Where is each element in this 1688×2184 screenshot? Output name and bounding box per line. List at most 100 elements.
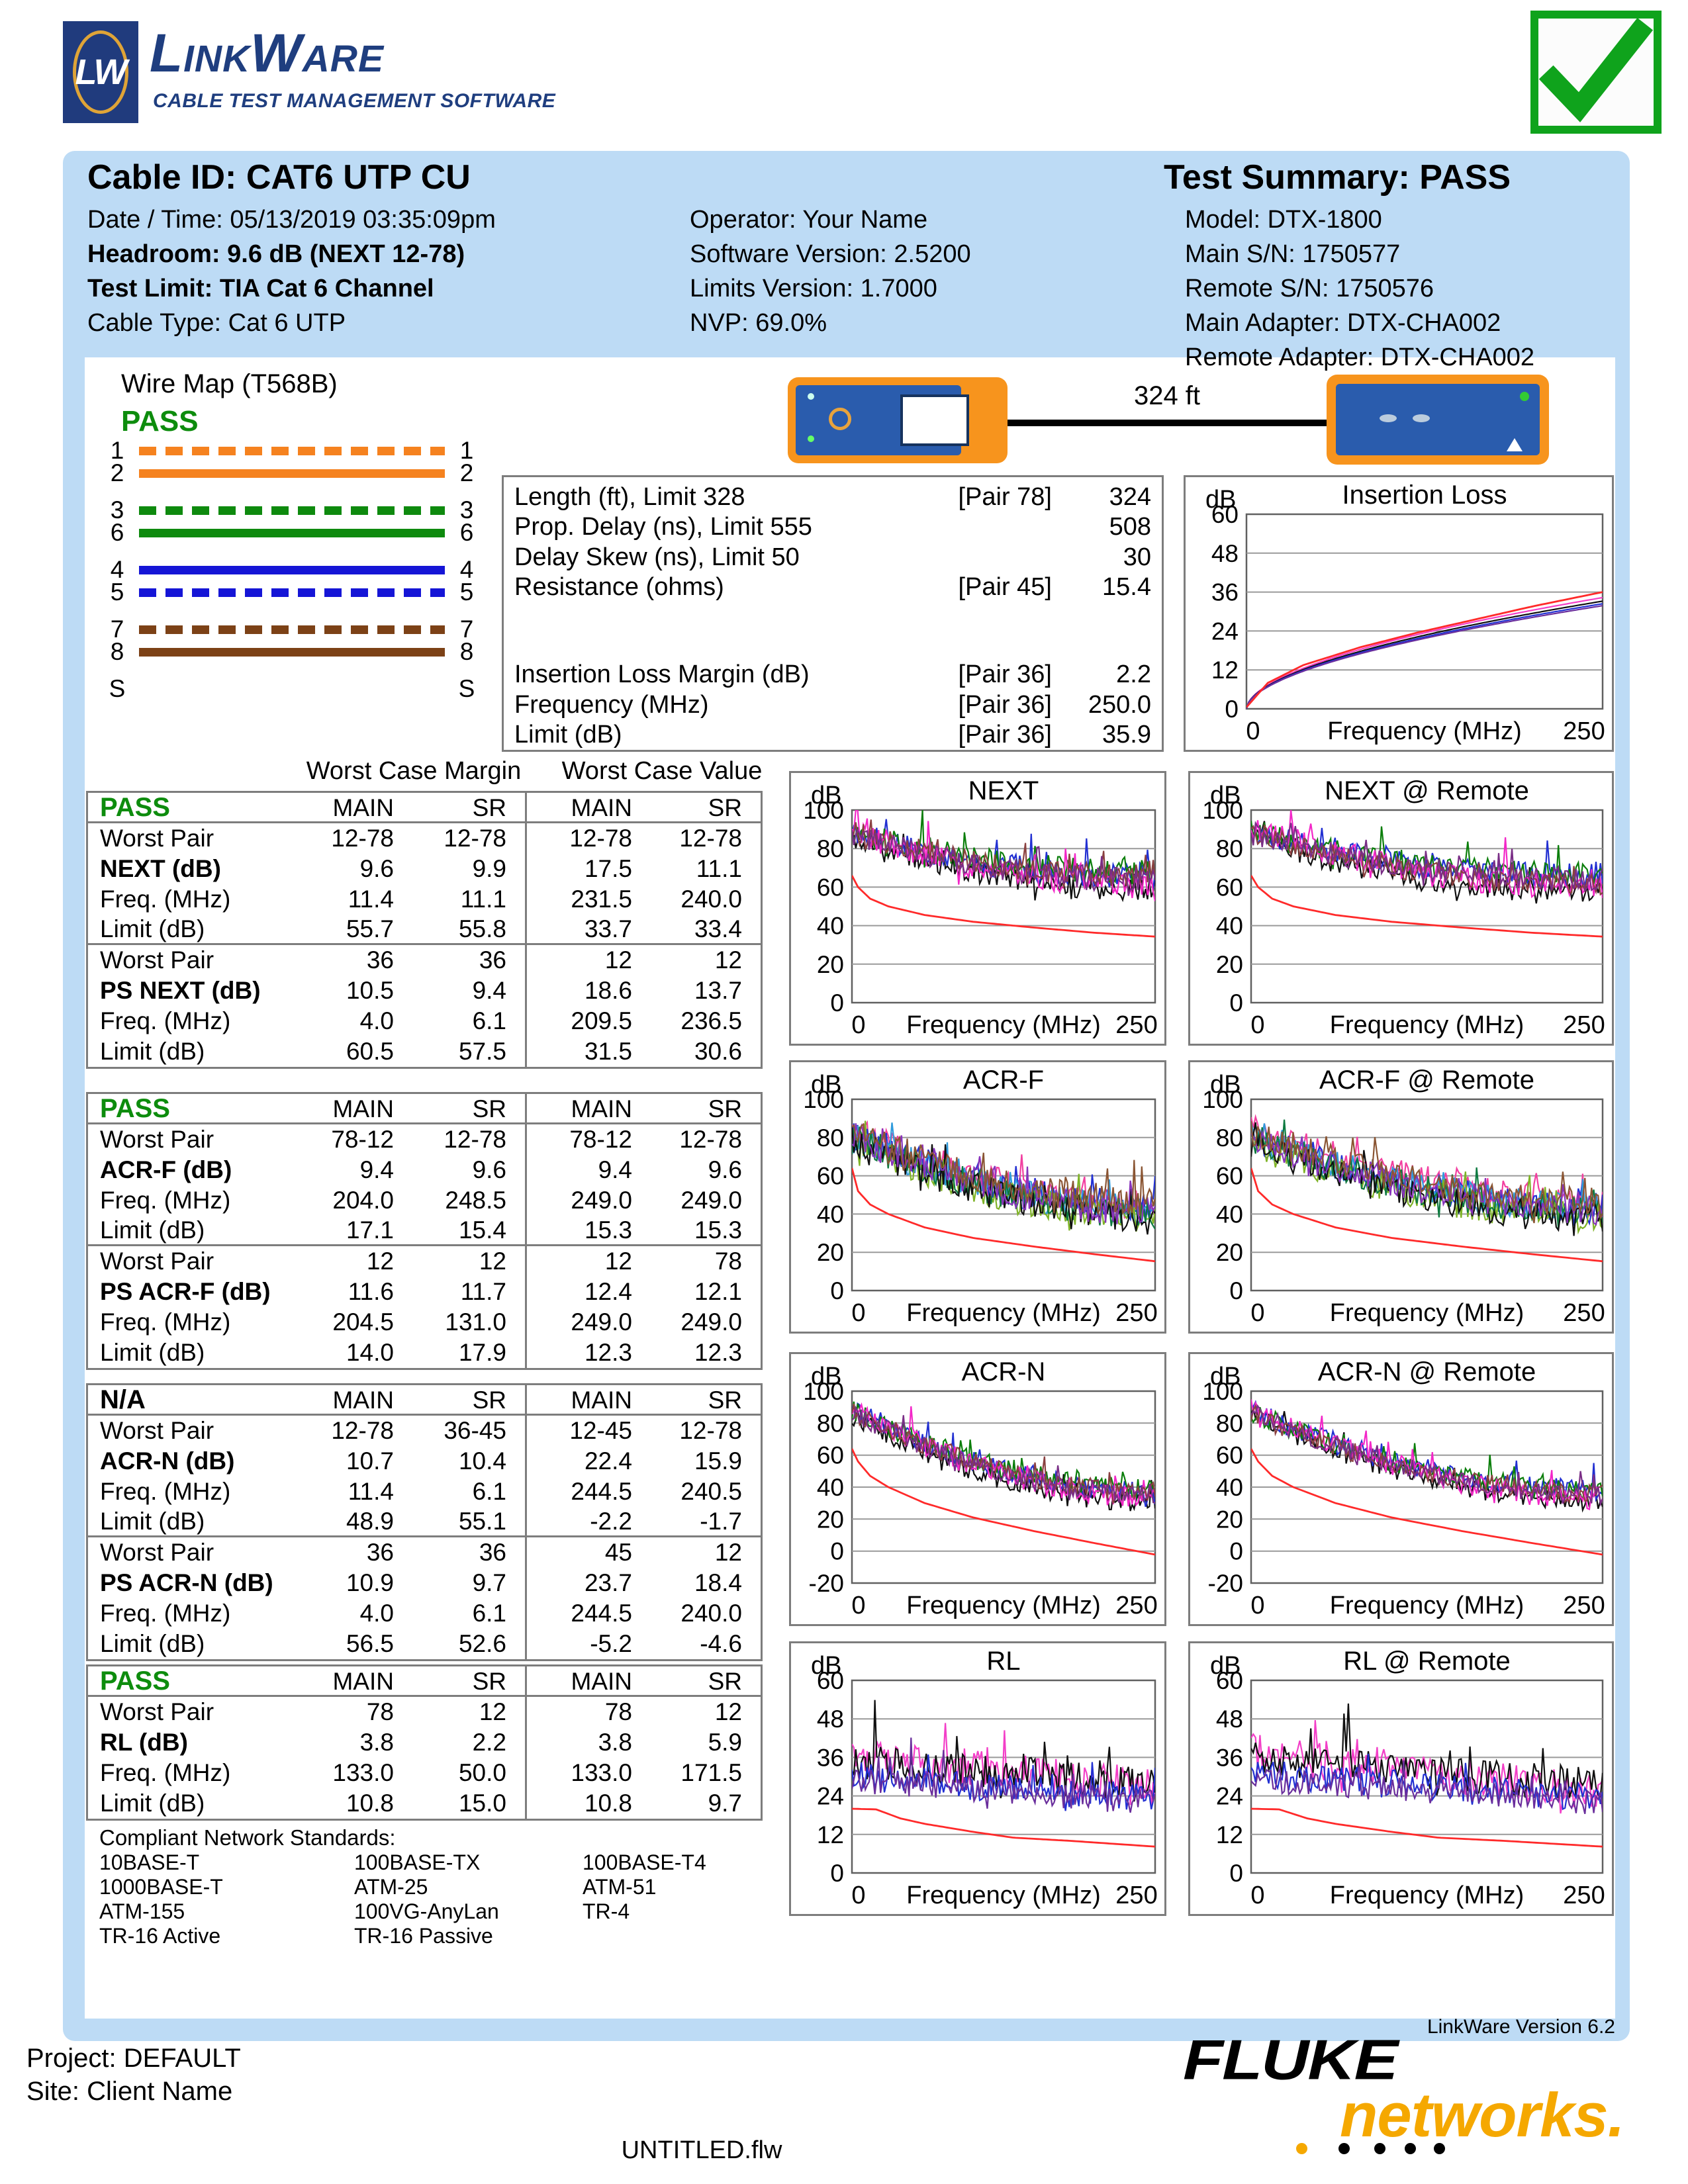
table-row: ACR-N (dB) 10.7 10.4 22.4 15.9 [88, 1446, 761, 1477]
table-row: NEXT (dB) 9.6 9.9 17.5 11.1 [88, 854, 761, 884]
value-cell: 15.3 [525, 1216, 651, 1244]
measurement-label: Insertion Loss Margin (dB) [514, 660, 810, 689]
measurement-value: 30 [1123, 543, 1151, 571]
value-cell: 36 [366, 946, 394, 974]
table-row: Freq. (MHz) 133.0 50.0 133.0 171.5 [88, 1758, 761, 1788]
svg-text:NEXT: NEXT [968, 776, 1039, 805]
row-label: PS NEXT (dB) [100, 977, 261, 1004]
measurement-pair: [Pair 36] [958, 690, 1052, 719]
svg-text:100: 100 [803, 1086, 844, 1113]
value-cell: 231.5 [525, 884, 651, 915]
measurement-label: Length (ft), Limit 328 [514, 483, 745, 512]
value-cell: 56.5 [346, 1630, 394, 1657]
measurement-value: 35.9 [1102, 720, 1151, 749]
svg-text:60: 60 [817, 874, 844, 901]
value-cell: 11.6 [348, 1278, 394, 1305]
value-cell: 18.4 [694, 1569, 742, 1596]
table-row: Worst Pair 12-78 36-45 12-45 12-78 [88, 1416, 761, 1446]
svg-text:250: 250 [1563, 1882, 1605, 1909]
insertion-loss-chart: Insertion Loss dB 0 12 24 36 48 60 0 Frequency (M… [1184, 475, 1614, 752]
value-cell: 204.0 [332, 1187, 394, 1214]
wiremap-pin-right: S [458, 675, 475, 702]
value-cell: -2.2 [525, 1507, 651, 1535]
value-cell: 249.0 [525, 1307, 651, 1338]
standard-item: 100BASE-T4 [583, 1850, 706, 1874]
info-line: Main Adapter: DTX-CHA002 [1185, 309, 1501, 337]
row-label: Freq. (MHz) [100, 1478, 231, 1505]
svg-text:0: 0 [851, 1882, 865, 1909]
svg-text:60: 60 [1216, 1442, 1243, 1469]
svg-text:0: 0 [830, 989, 844, 1017]
column-header: MAIN [525, 1666, 651, 1696]
acrn-chart: ACR-N dB -20 0 20 40 60 80 100 0 Frequency (MHz) 25… [789, 1352, 1166, 1626]
value-cell: 131.0 [445, 1308, 506, 1336]
value-cell: 9.4 [525, 1155, 651, 1185]
acrf-chart: ACR-F dB 0 20 40 60 80 100 0 Frequency (MHz) 250 [789, 1060, 1166, 1334]
remote-warning-icon [1507, 438, 1523, 451]
value-cell: 249.0 [680, 1308, 742, 1336]
svg-text:RL @ Remote: RL @ Remote [1343, 1647, 1511, 1676]
column-header: SR [472, 1095, 506, 1122]
row-label: NEXT (dB) [100, 855, 221, 882]
value-cell: 13.7 [694, 977, 742, 1004]
svg-text:Frequency (MHz): Frequency (MHz) [1327, 717, 1522, 745]
value-cell: 57.5 [458, 1038, 506, 1065]
fluke-logo: FLUKE [1183, 2028, 1398, 2092]
svg-text:36: 36 [1216, 1744, 1243, 1771]
wiremap-pin-right: 6 [459, 519, 474, 546]
wiremap-wire-line [139, 528, 445, 537]
value-cell: 23.7 [525, 1568, 651, 1598]
table-status: PASS [100, 1094, 170, 1123]
column-header: SR [472, 794, 506, 821]
value-cell: 4.0 [359, 1007, 394, 1034]
svg-text:100: 100 [803, 1378, 844, 1405]
value-cell: 50.0 [458, 1759, 506, 1786]
value-cell: 55.8 [458, 915, 506, 942]
svg-text:250: 250 [1115, 1882, 1157, 1909]
table-row: PS ACR-N (dB) 10.9 9.7 23.7 18.4 [88, 1568, 761, 1598]
svg-text:dB: dB [811, 1652, 841, 1680]
value-cell: 249.0 [680, 1187, 742, 1214]
wiremap-wire-line [139, 588, 445, 597]
column-header: SR [472, 1386, 506, 1414]
svg-text:0: 0 [851, 1299, 865, 1327]
svg-text:dB: dB [1210, 1071, 1241, 1099]
value-cell: 12-78 [679, 825, 742, 852]
svg-text:60: 60 [817, 1163, 844, 1190]
measurement-row: Insertion Loss Margin (dB) [Pair 36] 2.2 [504, 660, 1162, 690]
standards-column-2: 100BASE-TX ATM-25 100VG-AnyLan TR-16 Passiv… [354, 1850, 499, 1948]
svg-text:12: 12 [1211, 657, 1239, 684]
svg-text:0: 0 [1229, 1538, 1243, 1565]
row-label: Limit (dB) [100, 1038, 205, 1065]
svg-text:24: 24 [1211, 617, 1239, 645]
value-cell: 78 [714, 1248, 742, 1275]
value-cell: -1.7 [700, 1507, 742, 1535]
row-label: Limit (dB) [100, 915, 205, 942]
wiremap-wire-line [139, 446, 445, 455]
table-row: Worst Pair 78 12 78 12 [88, 1697, 761, 1727]
svg-text:Frequency (MHz): Frequency (MHz) [1330, 1592, 1524, 1619]
row-label: Worst Pair [100, 1248, 214, 1275]
measurement-value: 250.0 [1088, 690, 1151, 719]
info-line: Remote Adapter: DTX-CHA002 [1185, 343, 1535, 371]
brand-tagline: CABLE TEST MANAGEMENT SOFTWARE [153, 90, 556, 112]
svg-text:36: 36 [1211, 579, 1239, 606]
value-cell: 133.0 [332, 1759, 394, 1786]
svg-text:250: 250 [1115, 1299, 1157, 1327]
value-cell: 244.5 [525, 1477, 651, 1507]
value-cell: 12-45 [525, 1416, 651, 1446]
wiremap-pin-left: 4 [110, 556, 124, 583]
table-row: Freq. (MHz) 4.0 6.1 209.5 236.5 [88, 1006, 761, 1036]
cable-link-line [1008, 420, 1327, 426]
svg-text:40: 40 [817, 1201, 844, 1228]
svg-text:-20: -20 [1208, 1570, 1243, 1597]
info-line: Test Limit: TIA Cat 6 Channel [87, 275, 434, 302]
linkware-logo: LW [63, 21, 138, 123]
value-cell: 12-78 [679, 1417, 742, 1444]
row-label: Limit (dB) [100, 1630, 205, 1657]
info-column-middle: Operator: Your Name Software Version: 2.5… [690, 203, 1153, 340]
svg-text:0: 0 [1225, 696, 1239, 723]
wiremap-wire-line [139, 647, 445, 657]
